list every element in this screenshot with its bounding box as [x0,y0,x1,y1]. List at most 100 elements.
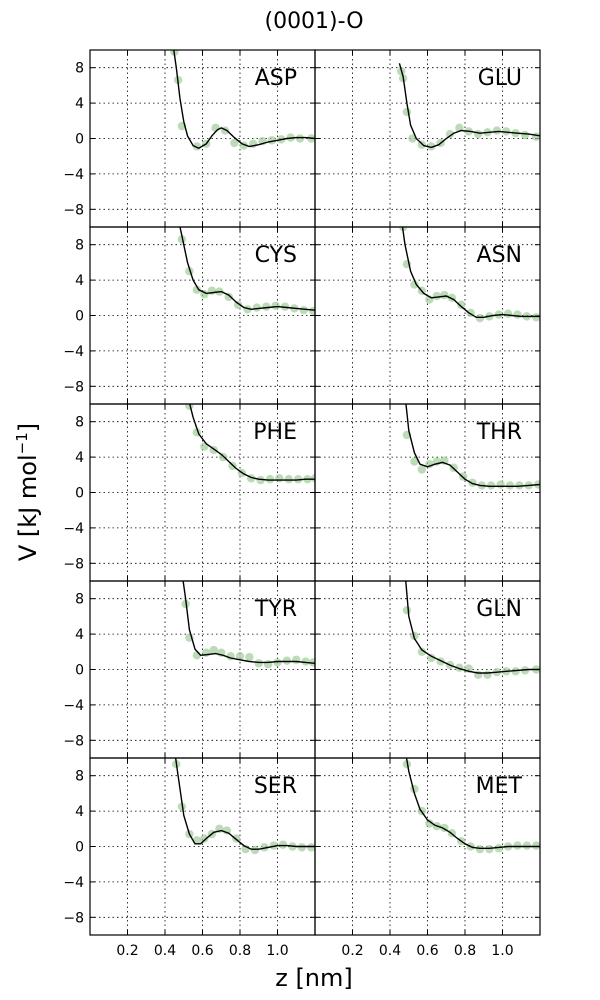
data-point [200,834,209,843]
data-point [310,474,315,483]
y-tick-label: 8 [75,415,84,431]
fit-curve [398,63,540,149]
fit-curve [179,227,315,311]
data-point [260,843,269,852]
panel-asn: ASN [314,226,541,405]
data-point [445,129,455,139]
data-point [292,655,301,664]
data-point [494,844,503,853]
y-tick-label: −4 [63,698,84,714]
x-tick-label: 0.4 [379,943,401,959]
data-point [432,291,442,301]
x-tick-label: 0.2 [341,943,363,959]
panel-label: SER [254,774,297,799]
data-point [254,659,263,668]
x-tick-label: 0.8 [229,943,251,959]
y-tick-label: 0 [75,132,84,148]
data-point [483,670,492,680]
panel-label: TYR [254,597,297,622]
data-point [230,138,239,148]
y-tick-label: −4 [63,521,84,537]
y-tick-label: 4 [75,273,84,289]
data-point [250,845,260,855]
y-tick-label: −4 [63,875,84,891]
y-tick-label: 0 [75,309,84,325]
panel-ser: SER 8 4 0 −4 −8 0.2 0.4 0.6 0.8 1.0 [63,757,316,959]
x-tick-label: 0.4 [154,943,176,959]
panel-grid: ASP 8 4 0 −4 −8 GLU CYS 8 4 0 −4 −8 ASN PHE 8 4 0 −4 −8 THR T… [63,49,541,959]
panel-label: ASN [477,243,522,268]
y-tick-label: −4 [63,167,84,183]
panel-asp: ASP 8 4 0 −4 −8 [63,49,316,228]
data-point [275,474,284,483]
data-point [252,303,262,312]
data-point [487,481,496,490]
data-point [265,475,275,484]
y-tick-label: −8 [63,556,84,572]
data-point [235,652,245,661]
data-point [200,442,209,451]
y-tick-label: 4 [75,627,84,643]
data-point [468,478,477,487]
x-tick-label: 0.6 [191,943,213,959]
data-point [427,142,436,151]
y-tick-label: −8 [63,202,84,218]
chart-title: (0001)-O [264,9,363,34]
data-point [410,280,419,289]
data-point [308,306,315,316]
x-tick-label: 0.6 [416,943,438,959]
data-point [256,475,265,485]
data-point [307,843,315,852]
y-tick-label: −4 [63,344,84,360]
panel-gln: GLN [314,580,541,759]
panel-met: MET 0.2 0.4 0.6 0.8 1.0 [314,757,541,959]
data-point [262,302,271,311]
data-point [297,843,307,852]
fit-curve [182,581,315,664]
points-asp [170,50,315,151]
y-tick-label: 4 [75,96,84,112]
data-point [273,658,282,667]
y-tick-label: 8 [75,61,84,77]
y-tick-label: 0 [75,663,84,679]
points-ser [172,759,315,855]
fit-curve [405,758,540,849]
data-point [505,481,515,490]
panel-label: ASP [255,66,297,91]
data-point [532,841,540,850]
data-point [475,313,485,323]
data-point [402,107,412,117]
data-point [263,659,273,669]
data-point [417,647,427,656]
y-tick-label: 0 [75,486,84,502]
y-axis-label: V [kJ mol−1] [13,423,42,561]
panel-label: PHE [253,420,297,445]
data-point [492,126,502,135]
data-point [532,132,540,141]
data-point [301,657,310,666]
data-point [496,480,505,489]
y-tick-label: 8 [75,592,84,608]
data-point [209,645,218,655]
panel-label: THR [476,420,522,445]
y-tick-label: −8 [63,379,84,395]
x-tick-label: 1.0 [266,943,288,959]
data-point [427,653,436,663]
x-tick-label: 0.8 [454,943,476,959]
data-point [282,656,292,665]
panel-label: GLN [476,597,522,622]
data-point [475,844,485,854]
x-axis-label: z [nm] [275,964,353,992]
panel-glu: GLU [314,49,541,228]
fit-curve [405,581,540,674]
data-point [485,844,494,854]
data-point [177,235,187,244]
data-point [473,129,483,139]
fit-curve [405,404,540,487]
data-point [410,457,419,466]
data-point [271,301,280,310]
y-axis-label-tail: ] [14,423,42,432]
y-tick-label: 8 [75,769,84,785]
x-tick-label: 0.2 [116,943,138,959]
